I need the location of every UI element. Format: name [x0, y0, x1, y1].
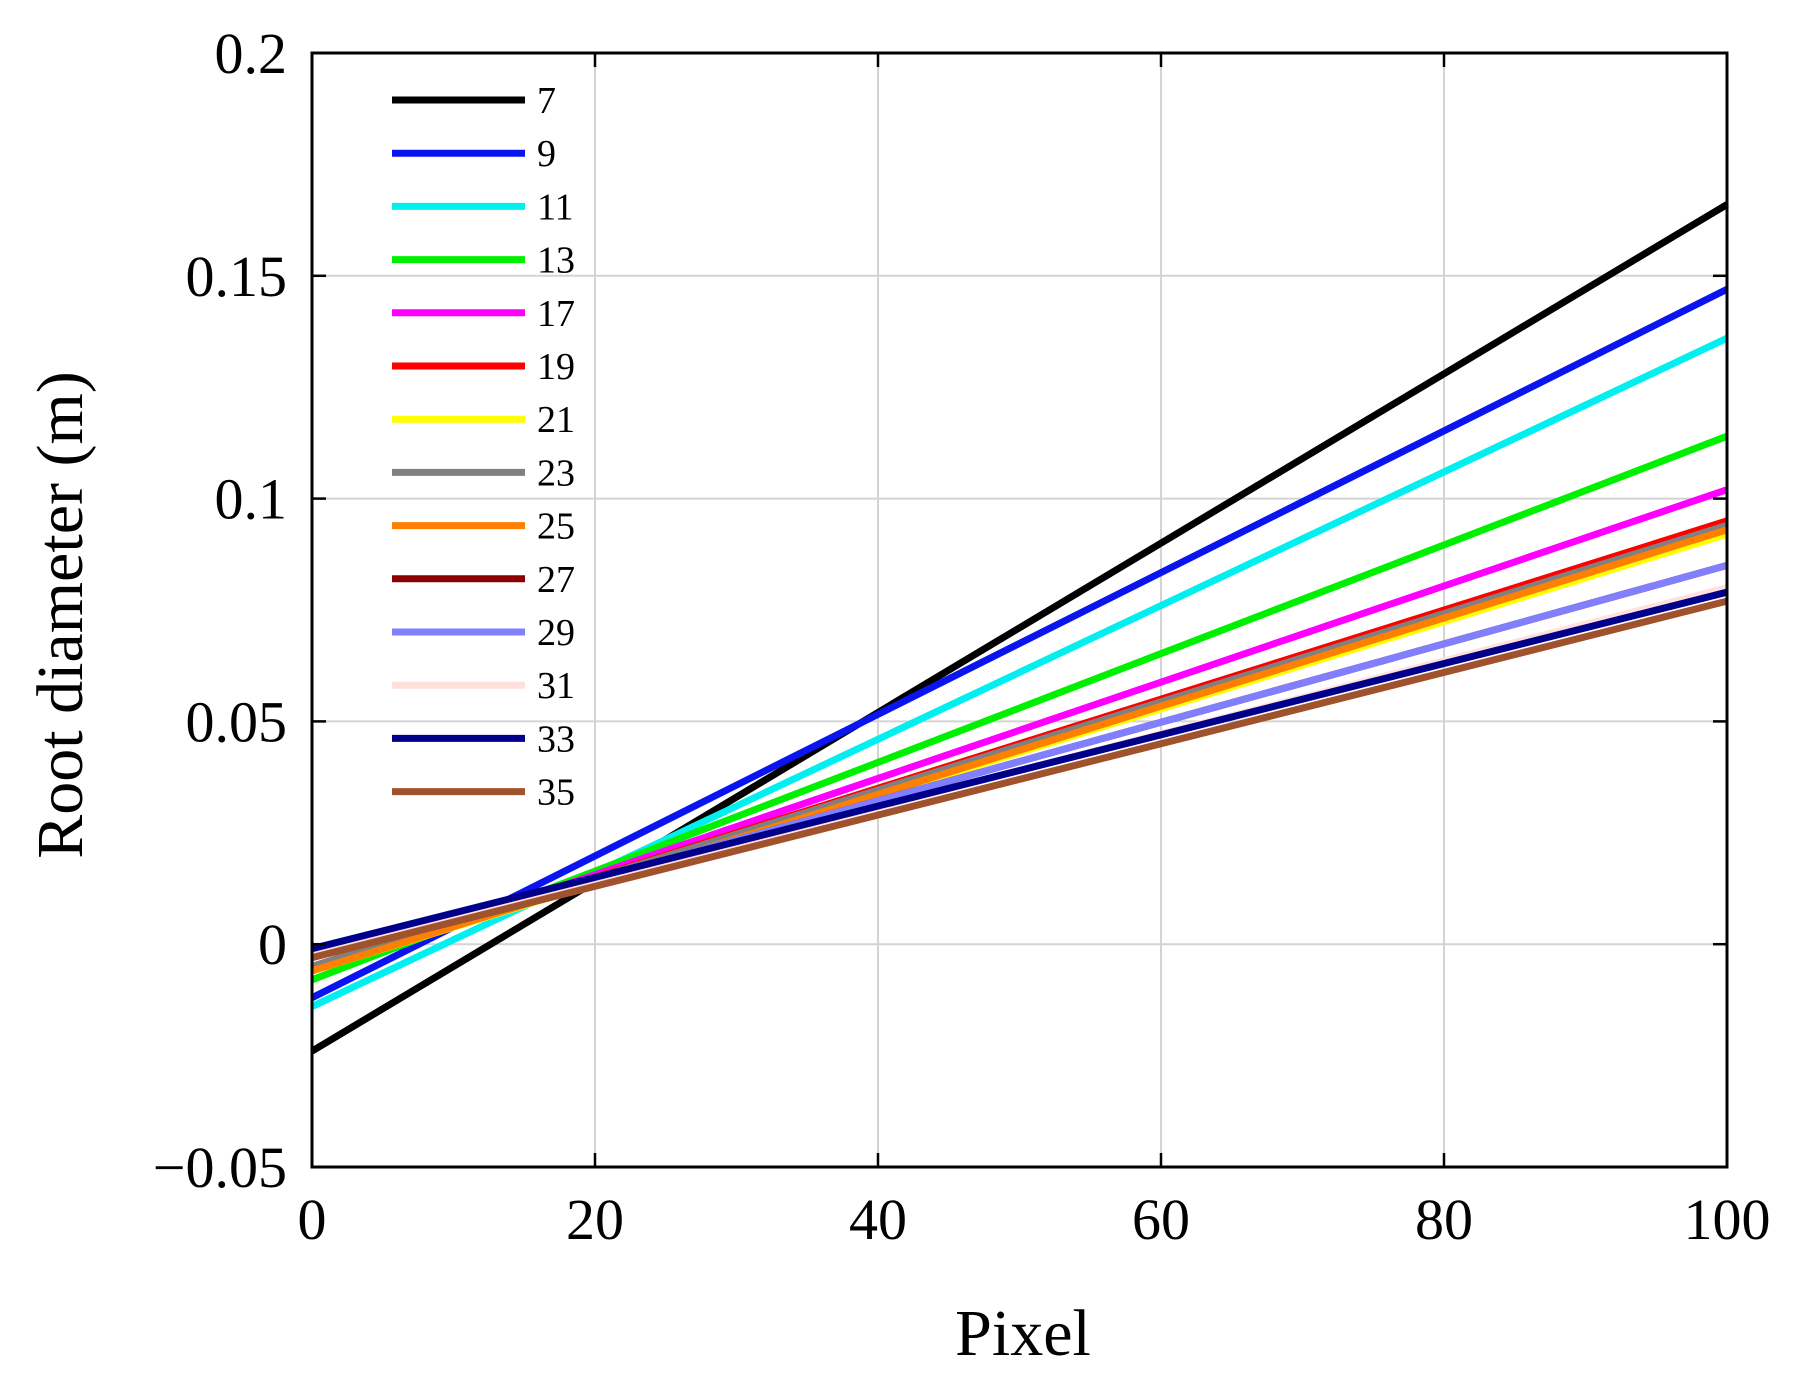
y-tick-label-3: 0.1 — [215, 467, 288, 532]
x-tick-label-1: 20 — [566, 1187, 624, 1252]
plot-frame — [310, 51, 1729, 1169]
x-tick-label-0: 0 — [298, 1187, 327, 1252]
series-line-35 — [311, 597, 1728, 961]
legend-label-27: 27 — [537, 559, 575, 601]
x-tick-label-4: 80 — [1415, 1187, 1473, 1252]
legend-label-7: 7 — [537, 80, 556, 122]
plot-lines — [310, 201, 1729, 1055]
legend-label-19: 19 — [537, 346, 575, 388]
y-tick-label-1: 0 — [258, 912, 287, 977]
legend-label-29: 29 — [537, 612, 575, 654]
y-tick-label-0: −0.05 — [153, 1135, 287, 1200]
legend-label-33: 33 — [537, 718, 575, 760]
legend-label-25: 25 — [537, 506, 575, 548]
series-line-9 — [310, 286, 1729, 1001]
legend-label-31: 31 — [537, 665, 575, 707]
x-axis-label: Pixel — [955, 1297, 1091, 1370]
y-tick-label-5: 0.2 — [215, 21, 288, 86]
x-tick-label-3: 60 — [1132, 1187, 1190, 1252]
y-axis-label: Root diameter (m) — [24, 371, 97, 859]
x-tick-label-5: 100 — [1684, 1187, 1771, 1252]
series-line-33 — [311, 588, 1728, 953]
legend-label-11: 11 — [537, 186, 574, 228]
legend-label-35: 35 — [537, 772, 575, 814]
y-tick-label-4: 0.15 — [186, 244, 288, 309]
grid — [312, 53, 1727, 1167]
legend-label-17: 17 — [537, 293, 575, 335]
legend-label-23: 23 — [537, 452, 575, 494]
legend-label-13: 13 — [537, 240, 575, 282]
x-tick-label-2: 40 — [849, 1187, 907, 1252]
legend: 7 9 11 13 17 19 21 23 25 27 29 31 33 35 — [392, 80, 575, 814]
y-tick-label-2: 0.05 — [186, 689, 288, 754]
legend-label-9: 9 — [537, 133, 556, 175]
series-line-7 — [310, 201, 1729, 1055]
legend-label-21: 21 — [537, 399, 575, 441]
